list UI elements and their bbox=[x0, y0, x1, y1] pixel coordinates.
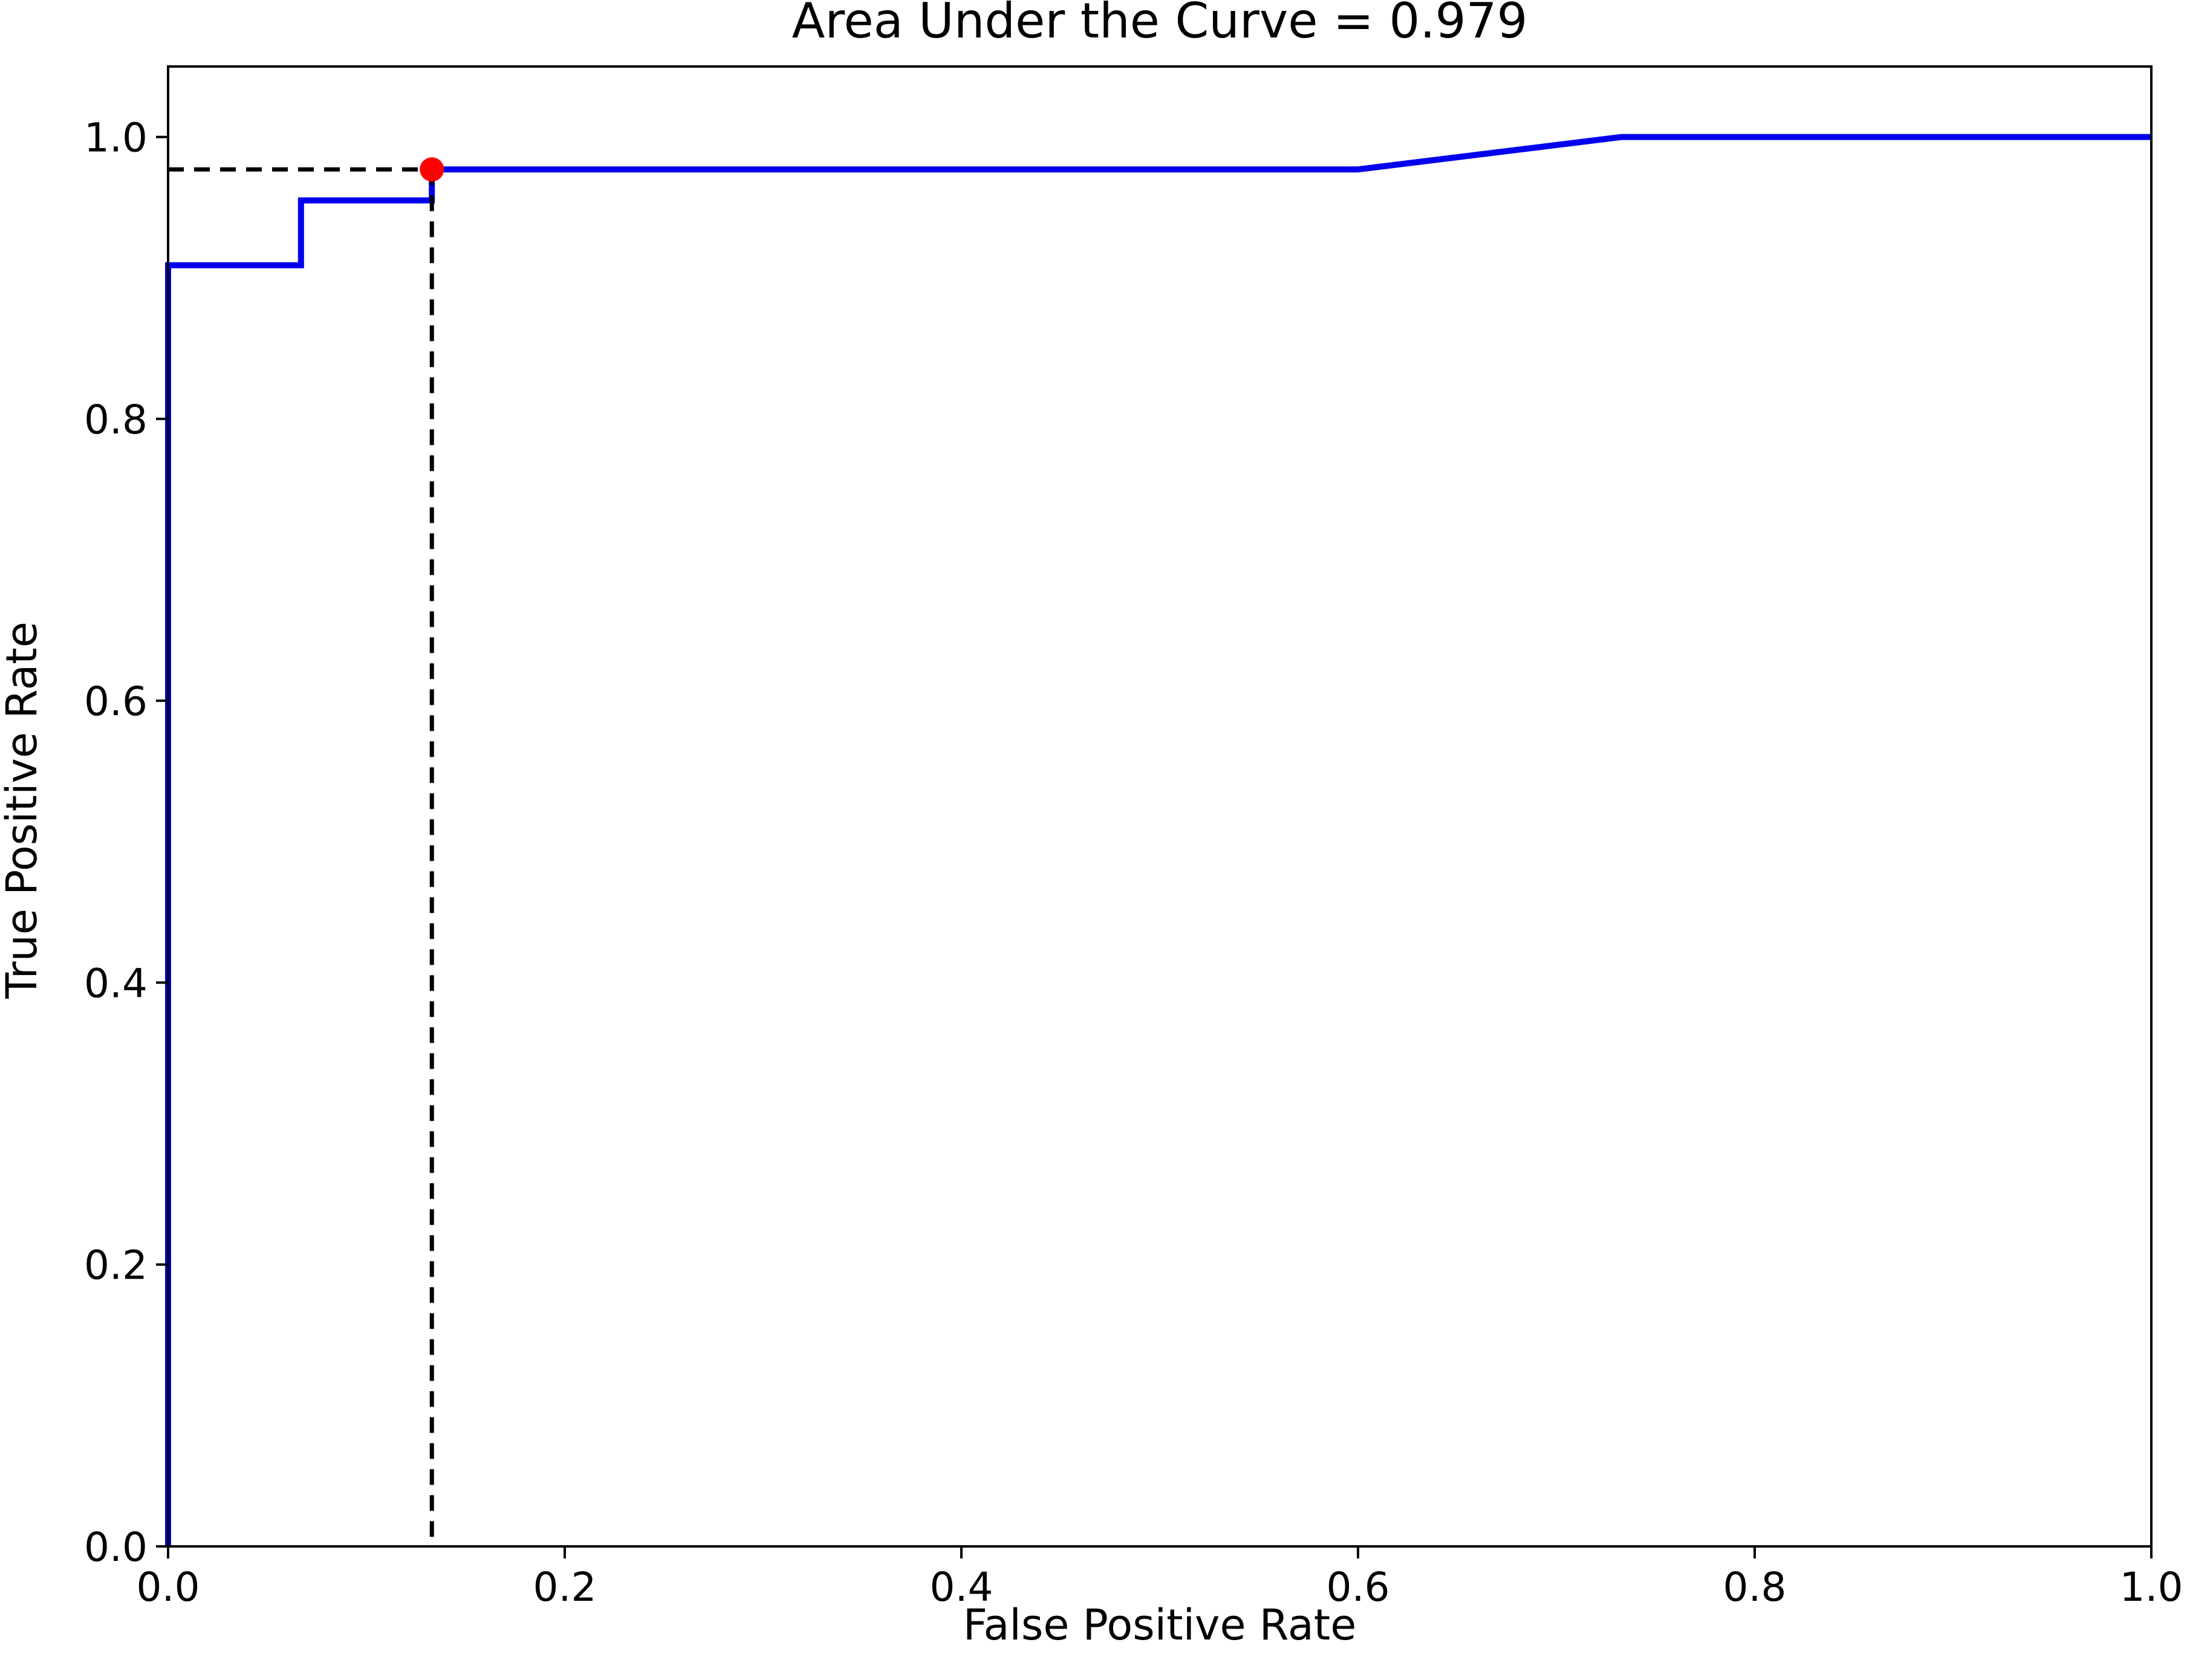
x-axis-tick-label: 0.6 bbox=[1327, 1564, 1390, 1610]
y-axis-tick-label: 1.0 bbox=[84, 115, 148, 161]
x-axis-tick-label: 0.2 bbox=[533, 1564, 597, 1610]
x-axis-tick-label: 0.4 bbox=[930, 1564, 993, 1610]
x-axis-tick-label: 0.8 bbox=[1723, 1564, 1787, 1610]
optimal-point-marker bbox=[420, 157, 444, 182]
x-axis-tick-label: 0.0 bbox=[137, 1564, 200, 1610]
plot-frame bbox=[167, 65, 2153, 1548]
roc-curve-line bbox=[165, 134, 2151, 1546]
y-axis-tick-label: 0.4 bbox=[84, 960, 148, 1007]
y-axis-title: True Positive Rate bbox=[0, 621, 47, 999]
axes: 0.0 0.2 0.4 0.6 0.8 1.0 0.0 0.2 0.4 0.6 0.8 1.0 bbox=[84, 65, 2183, 1610]
y-axis-tick-label: 0.6 bbox=[84, 678, 148, 725]
plot-area bbox=[165, 134, 2151, 1546]
x-axis-title: False Positive Rate bbox=[963, 1600, 1357, 1650]
chart-title: Area Under the Curve = 0.979 bbox=[792, 0, 1528, 49]
y-axis-tick-label: 0.8 bbox=[84, 397, 148, 443]
y-axis-tick-label: 0.2 bbox=[84, 1242, 148, 1289]
y-axis-tick-label: 0.0 bbox=[84, 1524, 148, 1571]
x-axis-tick-label: 1.0 bbox=[2120, 1564, 2183, 1610]
